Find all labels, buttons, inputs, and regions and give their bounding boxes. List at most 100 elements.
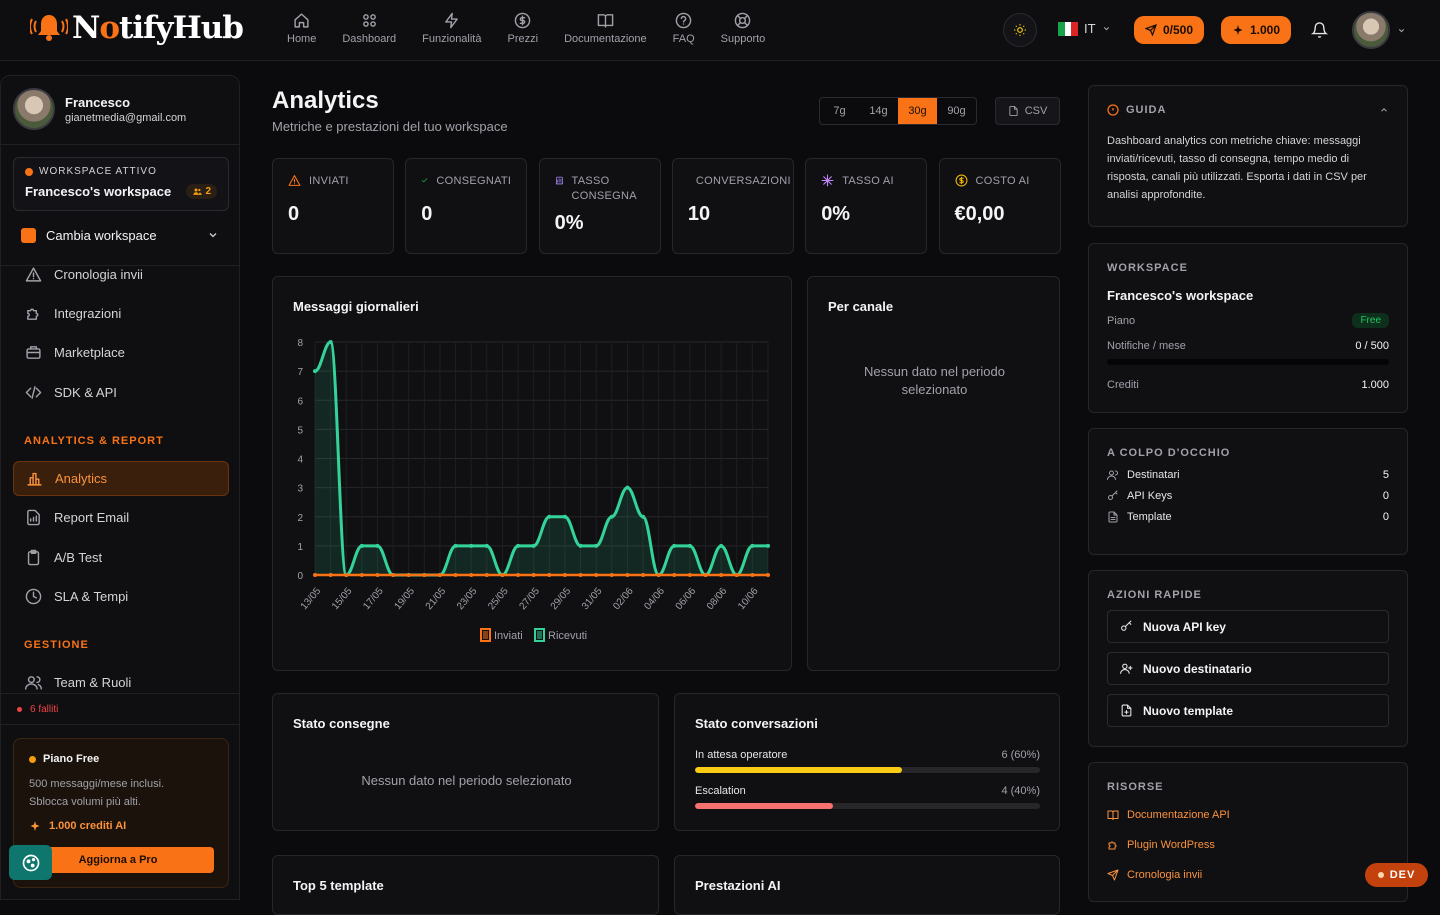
top-templates-card: Top 5 template <box>272 855 659 915</box>
theme-toggle-button[interactable] <box>1003 13 1037 47</box>
data-point-inviati <box>391 573 396 577</box>
sparkle-icon <box>30 821 40 831</box>
sidebar-item-analytics[interactable]: Analytics <box>13 461 229 496</box>
kpi-inviati: INVIATI 0 <box>272 158 394 254</box>
language-select[interactable]: IT <box>1058 21 1111 36</box>
range-90g[interactable]: 90g <box>947 105 966 117</box>
nav-label: FAQ <box>672 33 695 45</box>
kpi-label: TASSO AI <box>842 175 894 187</box>
sidebar-item-sla---tempi[interactable]: SLA & Tempi <box>13 579 229 614</box>
failed-count[interactable]: 6 falliti <box>17 704 58 715</box>
kpi-label: COSTO AI <box>975 175 1030 187</box>
user-email: gianetmedia@gmail.com <box>65 111 187 124</box>
x-tick-label: 23/05 <box>455 586 480 613</box>
glance-value: 0 <box>1382 490 1389 502</box>
range-30g[interactable]: 30g <box>898 98 937 124</box>
kpi-value: 0% <box>554 212 584 234</box>
nav-faq[interactable]: FAQ <box>660 12 708 45</box>
nav-funzionalit[interactable]: Funzionalità <box>409 12 494 45</box>
data-point-inviati <box>344 573 349 577</box>
quick-action-nuovo-destinatario[interactable]: Nuovo destinatario <box>1107 652 1389 685</box>
plan-description: 500 messaggi/mese inclusi. <box>29 778 165 790</box>
kpi-value: €0,00 <box>954 203 1005 225</box>
upgrade-button[interactable]: Aggiorna a Pro <box>22 847 214 873</box>
card-title: Stato conversazioni <box>695 716 818 731</box>
range-14g[interactable]: 14g <box>869 105 888 117</box>
kpi-value: 0 <box>288 203 300 225</box>
dev-badge[interactable]: DEV <box>1365 863 1428 887</box>
resource-link[interactable]: Cronologia invii <box>1107 869 1389 881</box>
data-point-ricevuti <box>453 543 458 548</box>
data-point-inviati <box>359 573 364 577</box>
sidebar-item-report-email[interactable]: Report Email <box>13 500 229 535</box>
data-point-ricevuti <box>578 543 583 548</box>
user-menu[interactable] <box>1352 11 1406 49</box>
data-point-inviati <box>547 573 552 577</box>
data-point-inviati <box>422 573 427 577</box>
channel-card: Per canale Nessun dato nel periodo selez… <box>807 276 1060 671</box>
resource-label: Cronologia invii <box>1127 869 1203 881</box>
guide-title: GUIDA <box>1126 104 1167 116</box>
sidebar-item-team---ruoli[interactable]: Team & Ruoli <box>13 665 229 700</box>
plan-box: Piano Free 500 messaggi/mese inclusi. Sb… <box>9 738 229 888</box>
file-icon <box>1009 105 1018 117</box>
legend-swatch-ricevuti <box>534 628 545 642</box>
resource-link[interactable]: Documentazione API <box>1107 809 1389 821</box>
data-point-inviati <box>672 573 677 577</box>
resource-label: Plugin WordPress <box>1127 839 1215 851</box>
sparkle-icon <box>821 174 834 187</box>
kpi-costo-ai: COSTO AI €0,00 <box>938 158 1061 254</box>
data-point-inviati <box>469 573 474 577</box>
resource-link[interactable]: Plugin WordPress <box>1107 839 1389 851</box>
avatar <box>13 88 55 130</box>
section-gestione: GESTIONE <box>24 639 89 651</box>
top-bar: NotifyHub Home Dashboard Funzionalità Prezz… <box>0 0 1440 61</box>
kpi-tasso-ai: TASSO AI 0% <box>805 158 928 254</box>
sidebar-item-integrazioni[interactable]: Integrazioni <box>13 296 229 331</box>
data-point-inviati <box>734 573 739 577</box>
export-csv-button[interactable]: CSV <box>995 97 1060 125</box>
x-tick-label: 29/05 <box>549 586 574 613</box>
sidebar: Francesco gianetmedia@gmail.com WORKSPAC… <box>0 75 240 900</box>
user-name: Francesco <box>65 94 131 110</box>
info-icon <box>1107 104 1119 116</box>
nav-dashboard[interactable]: Dashboard <box>329 12 409 45</box>
quick-action-label: Nuovo template <box>1143 703 1234 718</box>
nav-label: Prezzi <box>507 33 539 45</box>
ai-credits-pill[interactable]: 1.000 <box>1221 16 1292 44</box>
quick-action-label: Nuovo destinatario <box>1143 661 1252 676</box>
data-point-ricevuti <box>562 514 567 519</box>
nav-supporto[interactable]: Supporto <box>708 12 779 45</box>
y-tick-label: 1 <box>297 542 303 553</box>
kpi-value: 0 <box>421 203 433 225</box>
sidebar-item-a-b-test[interactable]: A/B Test <box>13 540 229 575</box>
data-point-inviati <box>703 573 708 577</box>
sidebar-item-marketplace[interactable]: Marketplace <box>13 335 229 370</box>
nav-documentazione[interactable]: Documentazione <box>551 12 660 45</box>
logo[interactable]: NotifyHub <box>30 10 244 46</box>
data-point-inviati <box>687 573 692 577</box>
switch-workspace-button[interactable]: Cambia workspace <box>13 220 229 250</box>
users-icon <box>1107 470 1118 480</box>
bell-logo-icon <box>30 15 68 41</box>
notifications-button[interactable] <box>1311 21 1328 39</box>
quick-action-nuova-api-key[interactable]: Nuova API key <box>1107 610 1389 643</box>
sidebar-item-sdk---api[interactable]: SDK & API <box>13 375 229 410</box>
kpi-conversazioni: CONVERSAZIONI 10 <box>671 158 794 254</box>
nav-home[interactable]: Home <box>274 12 329 45</box>
messages-quota-pill[interactable]: 0/500 <box>1134 16 1205 44</box>
chevron-up-icon[interactable] <box>1379 105 1389 115</box>
lifebuoy-icon <box>735 12 751 29</box>
check-icon <box>422 178 428 183</box>
nav-prezzi[interactable]: Prezzi <box>495 12 552 45</box>
kpi-value: 0% <box>821 203 851 225</box>
sidebar-item-cronologia-invii[interactable]: Cronologia invii <box>13 257 229 292</box>
sidebar-item-label: A/B Test <box>54 550 103 565</box>
data-point-inviati <box>313 573 317 577</box>
brand-name: NotifyHub <box>72 10 244 46</box>
cookie-settings-button[interactable] <box>9 845 52 880</box>
sidebar-item-label: Cronologia invii <box>54 267 143 282</box>
quick-action-nuovo-template[interactable]: Nuovo template <box>1107 694 1389 727</box>
range-7g[interactable]: 7g <box>833 105 846 117</box>
